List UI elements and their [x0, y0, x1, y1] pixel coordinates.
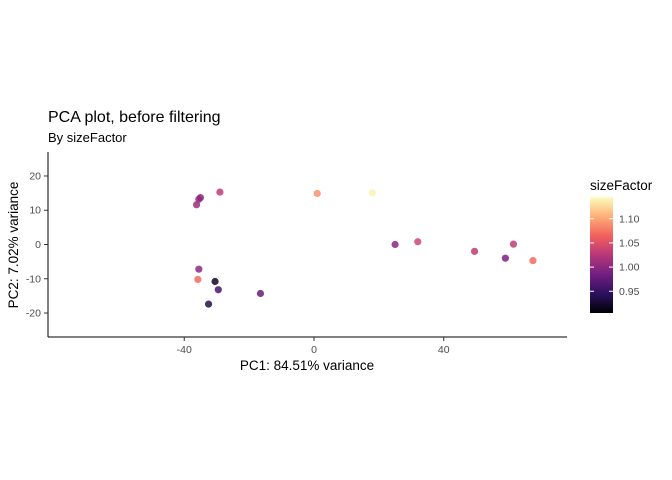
data-points	[192, 188, 537, 308]
data-point	[313, 189, 321, 198]
y-tick-label: 20	[29, 170, 41, 182]
legend-ticks: 0.95 1.00 1.05 1.10	[590, 213, 640, 298]
x-ticks: -40 0 40	[177, 337, 450, 356]
y-ticks: -20 -10 0 10 20	[26, 170, 48, 320]
legend-tick-label: 1.00	[619, 262, 640, 274]
data-point	[192, 201, 201, 209]
y-tick-label: 10	[29, 205, 41, 217]
color-legend: sizeFactor 0.95 1.00 1.05 1.10	[590, 178, 653, 313]
data-point	[414, 238, 422, 246]
x-axis-label: PC1: 84.51% variance	[240, 358, 374, 373]
chart-subtitle: By sizeFactor	[48, 130, 127, 145]
legend-title: sizeFactor	[590, 178, 653, 193]
legend-tick-label: 1.10	[619, 213, 640, 225]
data-point	[509, 240, 518, 248]
data-point	[529, 257, 537, 265]
data-point	[216, 188, 224, 196]
legend-colorbar	[590, 197, 613, 313]
data-point	[391, 240, 399, 249]
x-tick-label: -40	[177, 344, 192, 356]
x-tick-label: 40	[438, 344, 450, 356]
data-point	[501, 254, 509, 262]
data-point	[211, 277, 219, 286]
data-point	[470, 247, 479, 255]
data-point	[214, 286, 222, 294]
legend-tick-label: 0.95	[619, 286, 640, 298]
legend-tick-label: 1.05	[619, 237, 640, 249]
y-tick-label: -20	[26, 308, 41, 320]
data-point	[256, 289, 265, 298]
y-axis-label: PC2: 7.02% variance	[6, 182, 21, 309]
y-tick-label: -10	[26, 273, 41, 285]
data-point	[195, 195, 203, 203]
axes	[47, 152, 567, 338]
data-point	[194, 275, 202, 284]
data-point	[195, 265, 203, 273]
x-tick-label: 0	[311, 344, 317, 356]
y-tick-label: 0	[35, 239, 41, 251]
data-point	[368, 189, 376, 197]
chart-title: PCA plot, before filtering	[48, 109, 221, 126]
data-point	[204, 300, 213, 308]
